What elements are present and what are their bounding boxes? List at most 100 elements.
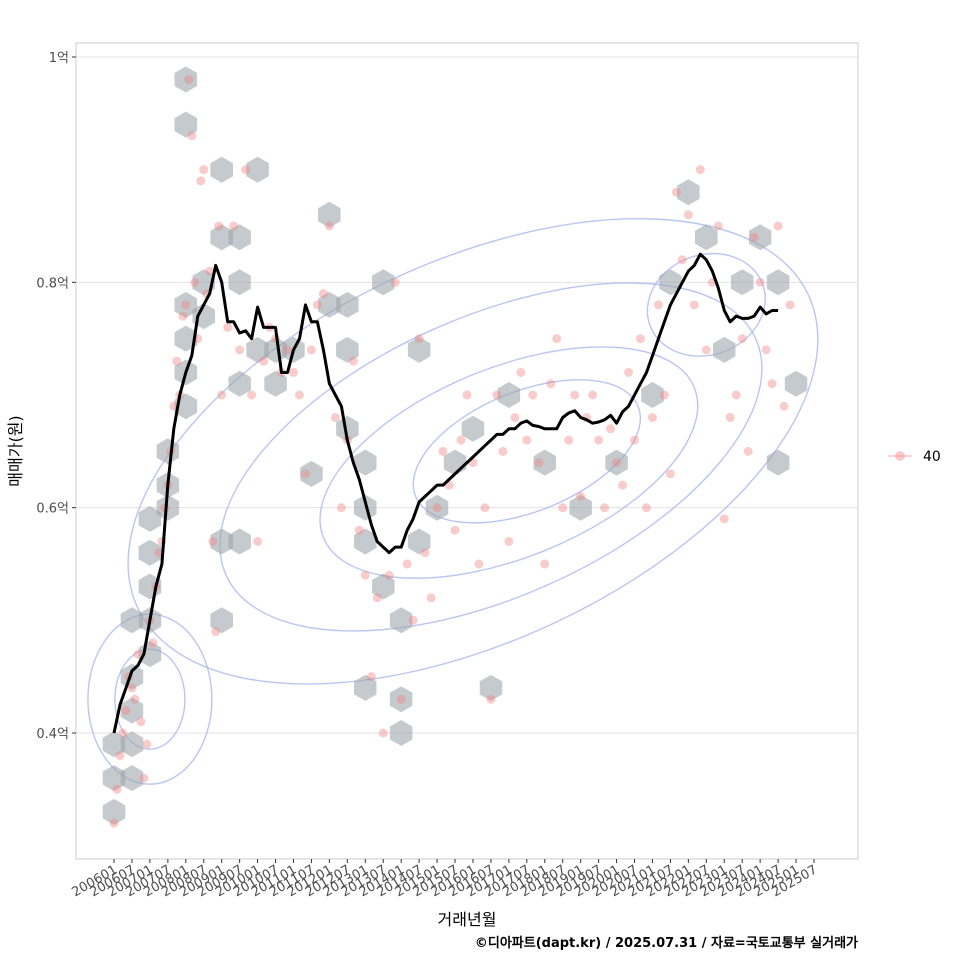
hex-bin-12 — [138, 505, 162, 532]
point-90 — [540, 559, 550, 569]
point-79 — [474, 559, 484, 569]
point-33 — [208, 536, 218, 546]
x-axis-title: 거래년월 — [438, 910, 497, 929]
hex-bin-35 — [264, 336, 287, 363]
point-115 — [689, 300, 699, 310]
point-109 — [653, 300, 663, 310]
point-110 — [659, 390, 669, 400]
point-102 — [612, 458, 622, 468]
point-114 — [683, 210, 693, 220]
hex-bin-29 — [210, 607, 233, 634]
point-124 — [743, 446, 753, 456]
hex-bin-63 — [659, 269, 682, 296]
point-85 — [510, 413, 520, 423]
point-43 — [259, 356, 269, 366]
point-32 — [205, 266, 215, 276]
hex-bin-51 — [389, 607, 413, 634]
point-27 — [190, 277, 200, 287]
x-axis-ticks: 2006012006072007012007072008012008072009… — [70, 859, 820, 900]
point-106 — [635, 334, 645, 344]
point-77 — [462, 390, 472, 400]
hex-bin-70 — [784, 370, 808, 397]
point-56 — [336, 503, 346, 513]
point-76 — [456, 435, 466, 445]
hex-bin-25 — [210, 224, 233, 251]
hex-bin-28 — [246, 156, 269, 183]
point-3 — [118, 728, 128, 738]
point-94 — [564, 435, 574, 445]
point-95 — [570, 390, 580, 400]
legend-label: 40 — [923, 449, 941, 465]
hex-bin-30 — [210, 528, 233, 555]
point-1 — [112, 784, 122, 794]
point-53 — [318, 289, 328, 299]
point-64 — [384, 570, 394, 580]
hex-bin-38 — [318, 201, 341, 228]
hex-bin-65 — [695, 224, 718, 251]
point-71 — [426, 593, 436, 603]
point-23 — [178, 311, 188, 321]
point-98 — [588, 390, 598, 400]
point-63 — [378, 728, 388, 738]
y-tick-label-2: 0.8억 — [36, 276, 69, 291]
point-52 — [312, 300, 322, 310]
point-93 — [558, 503, 568, 513]
hex-bin-37 — [300, 460, 323, 487]
caption: ©디아파트(dapt.kr) / 2025.07.31 / 자료=국토교통부 실… — [475, 935, 858, 951]
hex-bin-50 — [389, 686, 413, 713]
point-96 — [576, 491, 586, 501]
point-105 — [630, 435, 640, 445]
hex-bin-5 — [120, 697, 144, 724]
point-99 — [594, 435, 604, 445]
hex-bin-61 — [605, 449, 628, 476]
hex-bin-10 — [120, 607, 144, 634]
hex-bin-2 — [102, 731, 126, 758]
y-tick-label-3: 1억 — [49, 51, 69, 66]
point-7 — [130, 694, 140, 704]
hex-bin-24 — [210, 156, 233, 183]
hex-bin-52 — [407, 336, 431, 363]
hex-bin-32 — [228, 370, 251, 397]
hex-bin-4 — [120, 731, 144, 758]
point-37 — [223, 322, 233, 332]
point-92 — [552, 334, 562, 344]
point-89 — [534, 458, 544, 468]
point-120 — [719, 514, 729, 524]
hex-bin-67 — [730, 269, 754, 296]
hex-bin-34 — [264, 370, 287, 397]
point-49 — [294, 390, 304, 400]
point-8 — [133, 649, 143, 659]
point-125 — [749, 232, 759, 242]
hex-bin-48 — [354, 674, 377, 701]
point-88 — [528, 390, 538, 400]
y-axis-ticks: 0.4억 0.6억 0.8억 1억 — [36, 51, 76, 742]
point-55 — [330, 413, 340, 423]
point-58 — [348, 356, 358, 366]
point-75 — [450, 525, 460, 535]
point-70 — [420, 548, 430, 558]
point-38 — [229, 221, 239, 231]
point-35 — [214, 221, 224, 231]
point-126 — [755, 277, 765, 287]
point-2 — [115, 751, 125, 761]
hex-bin-39 — [318, 291, 341, 318]
point-67 — [402, 559, 412, 569]
hex-bin-31 — [228, 528, 251, 555]
point-69 — [414, 334, 424, 344]
point-61 — [366, 672, 376, 682]
point-65 — [390, 277, 400, 287]
hex-bin-21 — [174, 111, 198, 138]
hex-bin-47 — [372, 573, 395, 600]
hex-bin-69 — [766, 269, 790, 296]
point-130 — [779, 401, 789, 411]
hex-bin-59 — [533, 449, 556, 476]
y-tick-label-0: 0.4억 — [36, 727, 69, 742]
point-116 — [695, 165, 705, 175]
point-84 — [504, 536, 514, 546]
point-100 — [600, 503, 610, 513]
point-86 — [516, 367, 526, 377]
hex-bin-56 — [479, 674, 503, 701]
contour-1 — [319, 346, 699, 579]
hex-bin-46 — [372, 269, 395, 296]
